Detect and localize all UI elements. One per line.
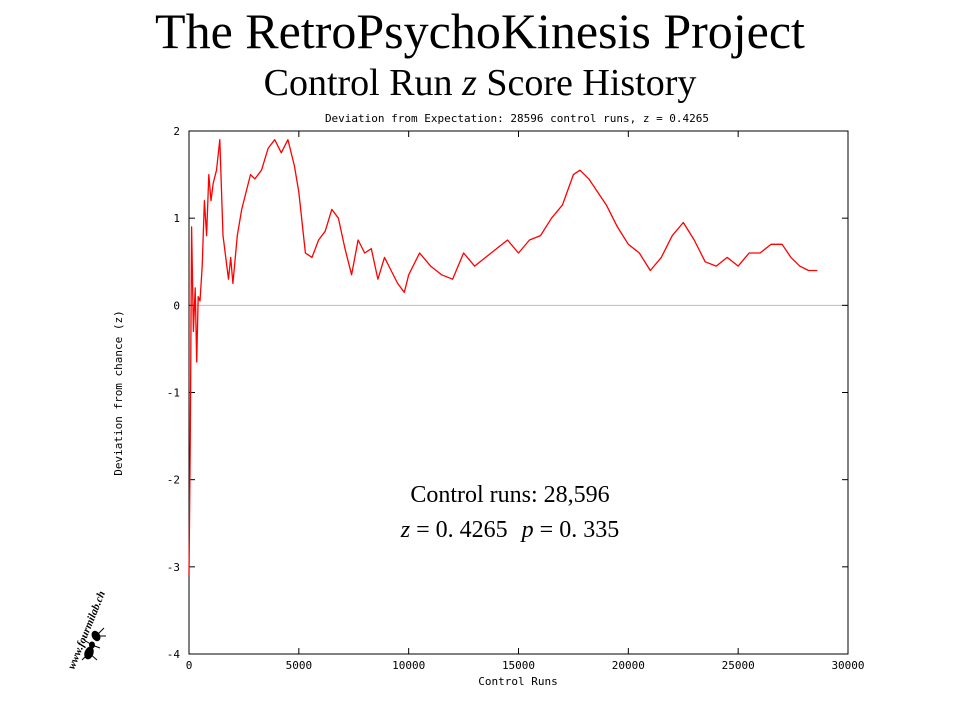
x-tick-label: 5000 (286, 659, 313, 672)
y-axis-ticks: -4 -3 -2 -1 0 1 2 (167, 125, 848, 661)
annotation-p-value: = 0. 335 (534, 517, 620, 543)
subtitle-italic: z (462, 62, 477, 104)
annotation-z-label: z (400, 517, 411, 543)
page-title: The RetroPsychoKinesis Project (155, 3, 805, 59)
annotation-z-value: = 0. 4265 (410, 517, 508, 543)
x-axis-label: Control Runs (478, 675, 557, 688)
y-axis-label: Deviation from chance (z) (112, 310, 125, 476)
annotation-p-label: p (520, 517, 534, 543)
x-tick-label: 10000 (392, 659, 425, 672)
subtitle-pre: Control Run (263, 62, 463, 104)
ant-icon (81, 627, 106, 661)
x-tick-label: 25000 (722, 659, 755, 672)
y-tick-label: -4 (167, 648, 181, 661)
page-subtitle: Control Run z Score History (0, 64, 960, 102)
y-tick-label: 0 (173, 299, 180, 312)
x-tick-label: 0 (186, 659, 193, 672)
chart-title: Deviation from Expectation: 28596 contro… (325, 112, 709, 125)
plot-frame (188, 130, 849, 655)
subtitle-post: Score History (476, 62, 697, 104)
y-tick-label: 1 (173, 212, 180, 225)
x-tick-label: 15000 (502, 659, 535, 672)
series-line-z-score (188, 139, 818, 576)
x-tick-label: 30000 (831, 659, 864, 672)
fourmilab-logo: www.fourmilab.ch (66, 589, 108, 671)
y-tick-label: -1 (167, 387, 180, 400)
x-axis-ticks: 0 5000 10000 15000 20000 25000 30000 (186, 131, 865, 672)
annotation-runs: Control runs: 28,596 (410, 482, 609, 508)
y-tick-label: -3 (167, 561, 180, 574)
y-tick-label: -2 (167, 474, 180, 487)
x-tick-label: 20000 (612, 659, 645, 672)
annotation-stats: z = 0. 4265 p = 0. 335 (400, 517, 619, 543)
y-tick-label: 2 (173, 125, 180, 138)
